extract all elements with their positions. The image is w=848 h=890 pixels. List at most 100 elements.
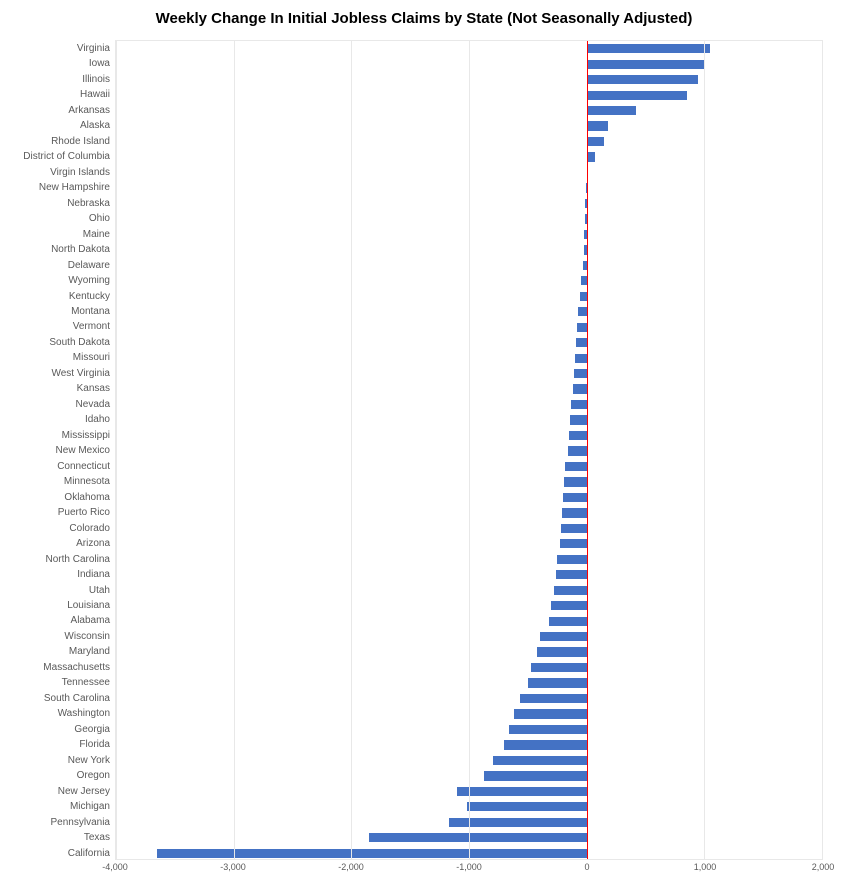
state-label: Michigan	[70, 799, 110, 814]
bar	[564, 477, 586, 486]
bar	[575, 354, 587, 363]
state-label: Illinois	[82, 72, 110, 87]
bar	[549, 617, 587, 626]
bar	[561, 524, 587, 533]
state-label: Alabama	[71, 613, 110, 628]
bar	[587, 91, 687, 100]
gridline	[822, 41, 823, 859]
state-label: Arkansas	[68, 103, 110, 118]
state-label: South Dakota	[49, 335, 110, 350]
state-label: Mississippi	[62, 428, 110, 443]
state-label: Georgia	[74, 722, 110, 737]
state-label: North Carolina	[46, 552, 110, 567]
state-label: Wyoming	[68, 273, 110, 288]
state-label: Nebraska	[67, 196, 110, 211]
bar	[587, 106, 636, 115]
bar	[587, 121, 608, 130]
x-tick-label: -2,000	[338, 862, 364, 872]
state-label: Ohio	[89, 211, 110, 226]
x-tick-label: 2,000	[812, 862, 835, 872]
bar	[531, 663, 586, 672]
x-tick-label: -3,000	[220, 862, 246, 872]
bar	[520, 694, 587, 703]
state-label: California	[68, 846, 110, 861]
state-label: Missouri	[73, 350, 110, 365]
bar	[528, 678, 587, 687]
bar	[570, 415, 586, 424]
state-label: Colorado	[69, 521, 110, 536]
bar	[562, 508, 587, 517]
state-label: Maine	[83, 227, 110, 242]
plot-area: VirginiaIowaIllinoisHawaiiArkansasAlaska…	[115, 40, 823, 860]
bar	[554, 586, 587, 595]
state-label: Utah	[89, 583, 110, 598]
state-label: Idaho	[85, 412, 110, 427]
gridline	[234, 41, 235, 859]
bar	[504, 740, 586, 749]
state-label: Kentucky	[69, 289, 110, 304]
state-label: Rhode Island	[51, 134, 110, 149]
x-axis: -4,000-3,000-2,000-1,00001,0002,000	[115, 860, 823, 878]
bar	[563, 493, 587, 502]
state-label: North Dakota	[51, 242, 110, 257]
state-label: South Carolina	[44, 691, 110, 706]
state-label: Florida	[79, 737, 110, 752]
state-label: Virgin Islands	[50, 165, 110, 180]
x-tick-label: -4,000	[102, 862, 128, 872]
state-label: Tennessee	[62, 675, 110, 690]
state-label: Louisiana	[67, 598, 110, 613]
bar	[569, 431, 587, 440]
bar	[576, 338, 587, 347]
state-label: Hawaii	[80, 87, 110, 102]
chart-container: Weekly Change In Initial Jobless Claims …	[0, 0, 848, 890]
bar	[568, 446, 587, 455]
gridline	[469, 41, 470, 859]
bar	[574, 369, 587, 378]
state-label: Oregon	[77, 768, 110, 783]
state-label: Wisconsin	[64, 629, 110, 644]
state-label: Iowa	[89, 56, 110, 71]
state-label: Oklahoma	[64, 490, 110, 505]
bar	[540, 632, 587, 641]
state-label: Puerto Rico	[58, 505, 110, 520]
chart-title: Weekly Change In Initial Jobless Claims …	[0, 10, 848, 27]
zero-line	[587, 41, 589, 859]
bar	[573, 384, 587, 393]
bar	[369, 833, 587, 842]
state-label: Arizona	[76, 536, 110, 551]
bar	[157, 849, 586, 858]
bar	[514, 709, 587, 718]
bar	[457, 787, 586, 796]
bar	[587, 60, 705, 69]
state-label: Kansas	[77, 381, 110, 396]
bar	[578, 307, 586, 316]
state-label: Texas	[84, 830, 110, 845]
bar	[580, 292, 587, 301]
bar	[560, 539, 587, 548]
state-label: Pennsylvania	[51, 815, 110, 830]
state-label: Massachusetts	[43, 660, 110, 675]
bar	[467, 802, 587, 811]
bar	[556, 570, 587, 579]
state-label: Delaware	[68, 258, 110, 273]
x-tick-label: 1,000	[694, 862, 717, 872]
state-label: Nevada	[76, 397, 110, 412]
state-label: Alaska	[80, 118, 110, 133]
bar	[537, 647, 586, 656]
state-label: Washington	[58, 706, 110, 721]
state-label: Indiana	[77, 567, 110, 582]
bar	[551, 601, 586, 610]
bar	[577, 323, 586, 332]
bar	[509, 725, 587, 734]
state-label: New Jersey	[58, 784, 110, 799]
bar	[557, 555, 586, 564]
state-label: New Mexico	[56, 443, 110, 458]
bar	[484, 771, 586, 780]
gridline	[116, 41, 117, 859]
state-label: District of Columbia	[23, 149, 110, 164]
gridline	[704, 41, 705, 859]
bar	[587, 44, 711, 53]
state-label: Minnesota	[64, 474, 110, 489]
x-tick-label: -1,000	[456, 862, 482, 872]
state-label: Vermont	[73, 319, 110, 334]
